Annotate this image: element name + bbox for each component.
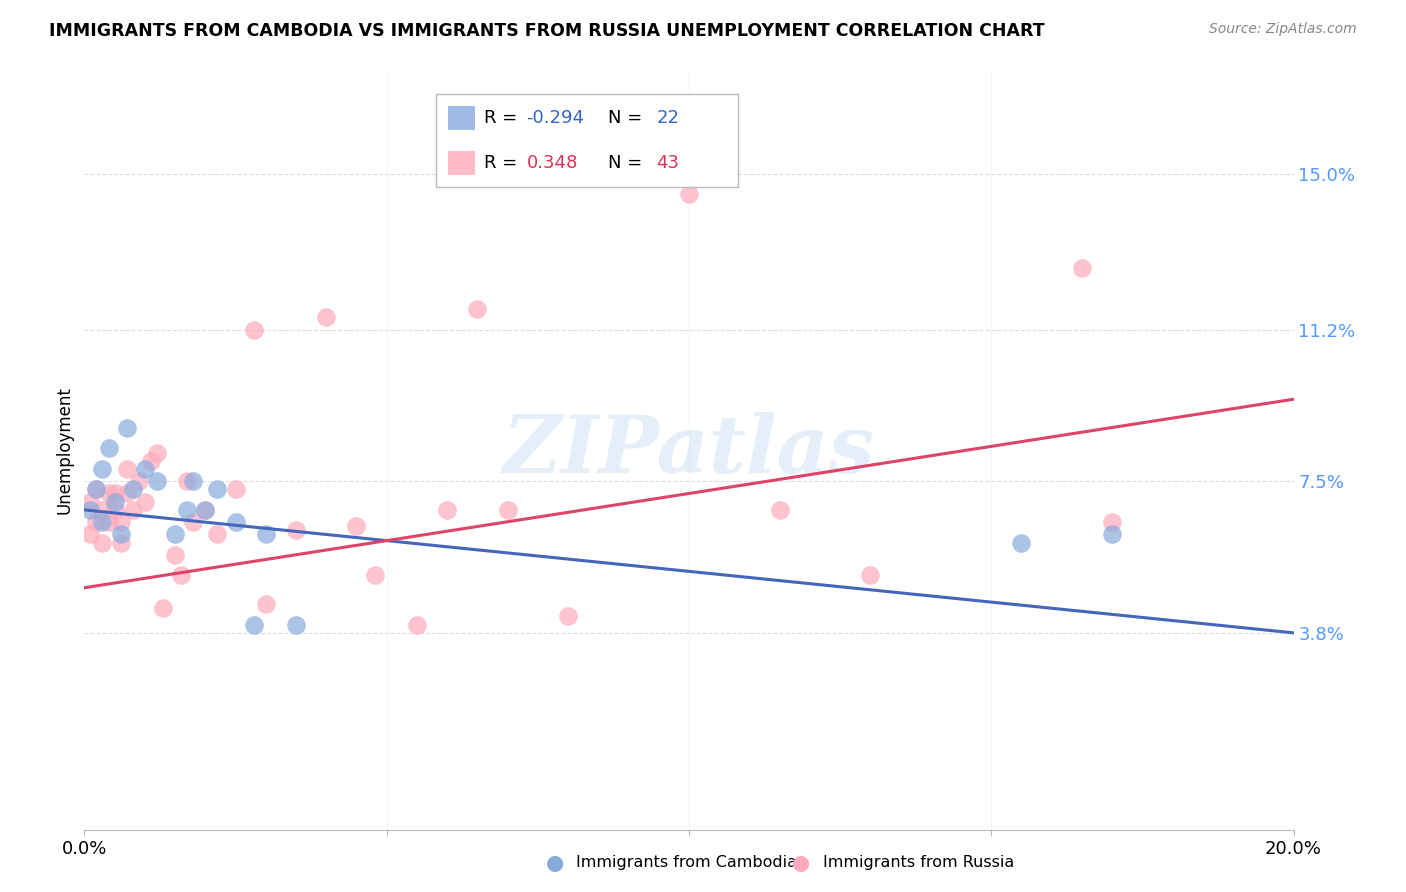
Point <box>769 503 792 517</box>
Text: ZIPatlas: ZIPatlas <box>503 412 875 489</box>
Point <box>1071 261 1094 276</box>
Y-axis label: Unemployment: Unemployment <box>55 386 73 515</box>
Point <box>110 515 132 529</box>
Point <box>242 617 264 632</box>
Text: ●: ● <box>793 853 810 872</box>
Point <box>242 322 264 336</box>
Point <box>225 483 247 497</box>
Point <box>86 515 108 529</box>
Text: N =: N = <box>609 154 648 172</box>
Point <box>152 601 174 615</box>
Point <box>86 483 108 497</box>
Point <box>110 527 132 541</box>
Point <box>91 503 114 517</box>
Point <box>146 474 169 488</box>
Point <box>134 494 156 508</box>
Point <box>678 187 700 202</box>
Point <box>346 519 368 533</box>
Text: Source: ZipAtlas.com: Source: ZipAtlas.com <box>1209 22 1357 37</box>
Text: ●: ● <box>547 853 564 872</box>
Point <box>86 483 108 497</box>
Point <box>859 568 882 582</box>
Point <box>97 515 120 529</box>
Point <box>363 568 385 582</box>
Point <box>467 301 489 316</box>
Point <box>79 494 101 508</box>
Point <box>91 515 114 529</box>
Point <box>181 515 204 529</box>
Bar <box>449 106 475 130</box>
Text: IMMIGRANTS FROM CAMBODIA VS IMMIGRANTS FROM RUSSIA UNEMPLOYMENT CORRELATION CHAR: IMMIGRANTS FROM CAMBODIA VS IMMIGRANTS F… <box>49 22 1045 40</box>
Point <box>225 515 247 529</box>
Point <box>115 462 138 476</box>
Point <box>79 527 101 541</box>
Point <box>97 486 120 500</box>
Point <box>406 617 429 632</box>
Point <box>110 535 132 549</box>
Text: 22: 22 <box>657 109 679 127</box>
Point <box>165 548 187 562</box>
Point <box>176 474 198 488</box>
Bar <box>449 151 475 175</box>
Text: 43: 43 <box>657 154 679 172</box>
Point <box>104 503 127 517</box>
Point <box>91 462 114 476</box>
Text: 0.348: 0.348 <box>527 154 578 172</box>
Point <box>91 535 114 549</box>
Point <box>194 503 217 517</box>
Point <box>121 503 143 517</box>
Point <box>285 617 308 632</box>
Point <box>207 483 229 497</box>
Point <box>557 609 579 624</box>
Point <box>104 486 127 500</box>
Point <box>170 568 193 582</box>
Point <box>436 503 458 517</box>
Point <box>97 442 120 456</box>
Point <box>1101 527 1123 541</box>
Point <box>146 445 169 459</box>
Point <box>194 503 217 517</box>
Text: N =: N = <box>609 109 648 127</box>
Point <box>1101 515 1123 529</box>
Point <box>496 503 519 517</box>
Point <box>104 494 127 508</box>
Point <box>285 524 308 538</box>
Point <box>134 462 156 476</box>
Point <box>254 597 277 611</box>
Text: R =: R = <box>484 154 529 172</box>
Point <box>139 453 162 467</box>
Point <box>254 527 277 541</box>
Point <box>207 527 229 541</box>
Point <box>176 503 198 517</box>
Text: Immigrants from Russia: Immigrants from Russia <box>823 855 1014 870</box>
Point <box>79 503 101 517</box>
Point <box>181 474 204 488</box>
Point <box>115 486 138 500</box>
Point <box>1011 535 1033 549</box>
Text: Immigrants from Cambodia: Immigrants from Cambodia <box>576 855 797 870</box>
Point <box>121 483 143 497</box>
Text: R =: R = <box>484 109 523 127</box>
Point <box>165 527 187 541</box>
Point <box>315 310 337 325</box>
Point <box>128 474 150 488</box>
Text: -0.294: -0.294 <box>527 109 585 127</box>
Point <box>115 421 138 435</box>
